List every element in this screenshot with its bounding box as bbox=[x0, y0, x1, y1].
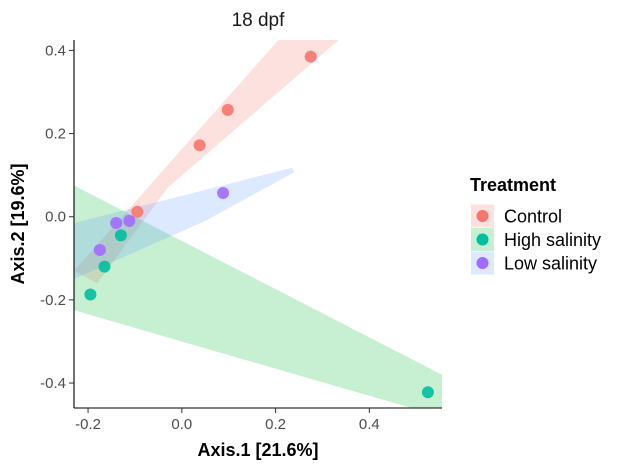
axes: -0.2 0.0 0.2 0.4 -0.4 -0.2 0.0 0.2 0.4 bbox=[40, 40, 442, 433]
legend-title: Treatment bbox=[470, 175, 556, 195]
x-tick-label: 0.2 bbox=[265, 416, 286, 433]
y-axis-title: Axis.2 [19.6%] bbox=[8, 163, 28, 284]
point-control bbox=[131, 205, 144, 218]
legend-marker-control bbox=[476, 210, 489, 222]
legend: Treatment Control High salinity Low salini… bbox=[470, 175, 601, 275]
point-low-salinity bbox=[123, 214, 136, 227]
point-high-salinity bbox=[98, 260, 111, 273]
point-control bbox=[221, 103, 234, 116]
legend-label-high-salinity: High salinity bbox=[504, 230, 601, 250]
point-low-salinity bbox=[217, 187, 230, 199]
point-control bbox=[193, 139, 206, 152]
point-high-salinity bbox=[114, 229, 127, 242]
chart-title: 18 dpf bbox=[232, 10, 286, 31]
ellipse-control bbox=[74, 40, 339, 284]
point-low-salinity bbox=[110, 217, 123, 229]
x-tick-label: -0.2 bbox=[75, 416, 101, 433]
ellipse-high-salinity bbox=[74, 185, 442, 408]
legend-marker-high-salinity bbox=[476, 233, 489, 246]
data-points bbox=[84, 50, 434, 399]
y-tick-label: 0.2 bbox=[45, 126, 66, 143]
point-high-salinity bbox=[84, 288, 97, 301]
y-tick-label: 0.4 bbox=[45, 42, 66, 59]
legend-label-control: Control bbox=[504, 207, 562, 227]
y-tick-label: 0.0 bbox=[45, 209, 66, 226]
confidence-ellipses bbox=[74, 40, 442, 408]
point-low-salinity bbox=[93, 244, 106, 256]
legend-label-low-salinity: Low salinity bbox=[504, 254, 597, 274]
x-tick-label: 0.0 bbox=[171, 416, 192, 433]
y-tick-label: -0.2 bbox=[40, 292, 66, 309]
legend-marker-low-salinity bbox=[476, 257, 489, 269]
point-control bbox=[304, 50, 317, 63]
x-axis-title: Axis.1 [21.6%] bbox=[197, 440, 318, 460]
y-tick-label: -0.4 bbox=[40, 375, 66, 392]
ellipse-low-salinity bbox=[74, 167, 295, 280]
x-tick-label: 0.4 bbox=[359, 416, 380, 433]
point-high-salinity bbox=[421, 386, 434, 399]
